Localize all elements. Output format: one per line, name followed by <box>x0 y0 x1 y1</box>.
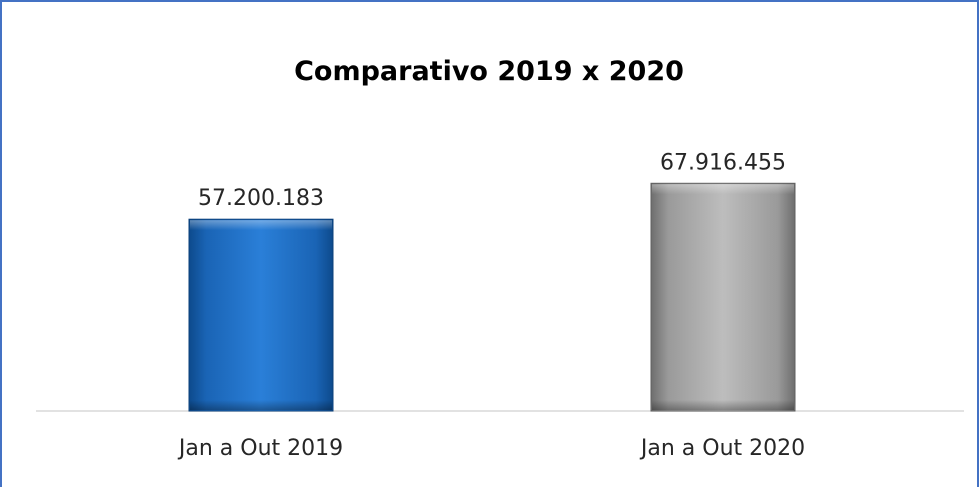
bar-body <box>188 218 334 412</box>
bar-value-label: 57.200.183 <box>198 186 324 211</box>
bar-2 <box>650 182 796 412</box>
chart-title: Comparativo 2019 x 2020 <box>294 56 684 87</box>
bar-bevel-top <box>652 184 794 195</box>
value-labels-group: 57.200.183 67.916.455 <box>198 150 786 211</box>
category-label: Jan a Out 2019 <box>177 436 343 461</box>
bar-value-label: 67.916.455 <box>660 150 786 175</box>
bar-bevel-bottom <box>652 400 794 410</box>
bar-bevel-top <box>190 220 332 231</box>
bars-group <box>188 182 796 412</box>
bar-body <box>650 182 796 412</box>
bar-1 <box>188 218 334 412</box>
category-labels-group: Jan a Out 2019 Jan a Out 2020 <box>177 436 805 461</box>
bar-bevel-bottom <box>190 400 332 410</box>
category-label: Jan a Out 2020 <box>639 436 805 461</box>
